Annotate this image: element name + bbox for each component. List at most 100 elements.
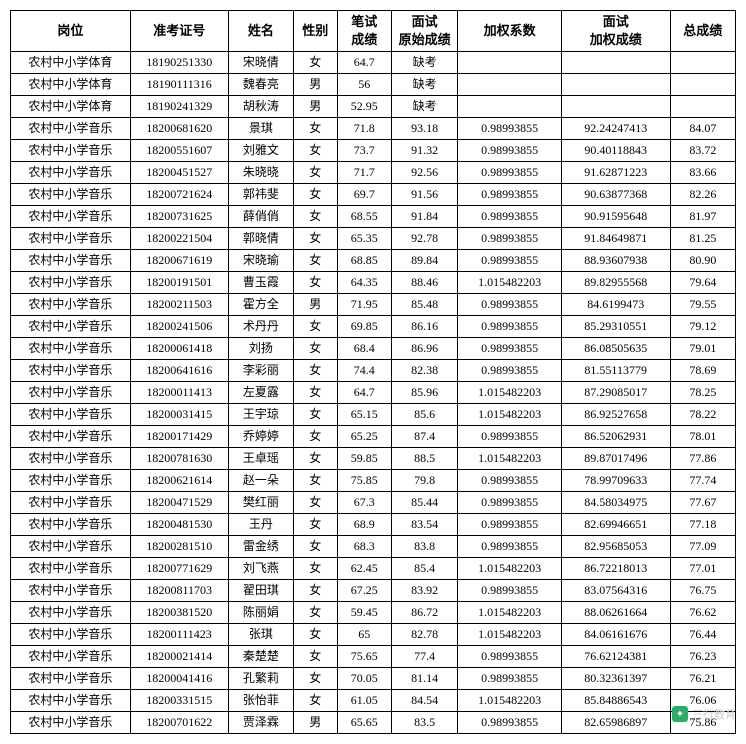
table-row: 农村中小学音乐18200211503霍方全男71.9585.480.989938… (11, 294, 736, 316)
table-cell: 宋晓倩 (228, 52, 293, 74)
table-cell: 64.35 (337, 272, 391, 294)
table-cell: 83.8 (391, 536, 457, 558)
table-cell: 刘雅文 (228, 140, 293, 162)
table-cell: 0.98993855 (458, 536, 561, 558)
table-cell: 景琪 (228, 118, 293, 140)
table-cell: 1.015482203 (458, 382, 561, 404)
table-cell: 0.98993855 (458, 184, 561, 206)
table-cell: 82.65986897 (561, 712, 670, 734)
table-cell: 18200061418 (130, 338, 228, 360)
table-row: 农村中小学音乐18200281510雷金绣女68.383.80.98993855… (11, 536, 736, 558)
table-cell: 农村中小学音乐 (11, 382, 131, 404)
table-cell: 85.96 (391, 382, 457, 404)
table-cell: 77.74 (670, 470, 735, 492)
table-cell: 81.25 (670, 228, 735, 250)
table-cell: 0.98993855 (458, 316, 561, 338)
table-cell: 81.14 (391, 668, 457, 690)
table-cell: 0.98993855 (458, 646, 561, 668)
table-body: 农村中小学体育18190251330宋晓倩女64.7缺考农村中小学体育18190… (11, 52, 736, 734)
table-cell: 霍方全 (228, 294, 293, 316)
table-cell: 农村中小学音乐 (11, 294, 131, 316)
table-cell: 18200031415 (130, 404, 228, 426)
table-cell: 18200451527 (130, 162, 228, 184)
table-cell: 0.98993855 (458, 470, 561, 492)
table-cell: 0.98993855 (458, 140, 561, 162)
table-cell: 85.44 (391, 492, 457, 514)
table-cell: 88.93607938 (561, 250, 670, 272)
table-cell: 18200241506 (130, 316, 228, 338)
table-cell: 86.52062931 (561, 426, 670, 448)
table-cell: 陈丽娟 (228, 602, 293, 624)
table-cell: 农村中小学音乐 (11, 668, 131, 690)
table-cell: 0.98993855 (458, 206, 561, 228)
table-cell: 82.78 (391, 624, 457, 646)
table-cell: 18200731625 (130, 206, 228, 228)
table-cell: 87.29085017 (561, 382, 670, 404)
table-cell: 1.015482203 (458, 448, 561, 470)
table-cell: 18200221504 (130, 228, 228, 250)
table-row: 农村中小学音乐18200451527朱晓晓女71.792.560.9899385… (11, 162, 736, 184)
table-cell: 52.95 (337, 96, 391, 118)
table-cell: 农村中小学音乐 (11, 250, 131, 272)
table-cell: 75.65 (337, 646, 391, 668)
table-cell: 67.3 (337, 492, 391, 514)
table-cell (561, 96, 670, 118)
table-cell (458, 96, 561, 118)
table-row: 农村中小学音乐18200811703翟田琪女67.2583.920.989938… (11, 580, 736, 602)
table-cell: 左夏露 (228, 382, 293, 404)
table-cell: 0.98993855 (458, 338, 561, 360)
table-cell: 79.8 (391, 470, 457, 492)
table-cell: 90.63877368 (561, 184, 670, 206)
table-cell: 王卓瑶 (228, 448, 293, 470)
col-header: 笔试成绩 (337, 11, 391, 52)
table-cell: 86.72 (391, 602, 457, 624)
table-cell: 86.08505635 (561, 338, 670, 360)
table-cell: 刘扬 (228, 338, 293, 360)
table-cell: 71.8 (337, 118, 391, 140)
table-cell: 83.54 (391, 514, 457, 536)
table-cell: 1.015482203 (458, 602, 561, 624)
table-cell: 64.7 (337, 52, 391, 74)
table-cell: 女 (294, 206, 338, 228)
table-cell: 18190241329 (130, 96, 228, 118)
col-header: 加权系数 (458, 11, 561, 52)
table-cell: 宋晓瑜 (228, 250, 293, 272)
table-row: 农村中小学音乐18200671619宋晓瑜女68.8589.840.989938… (11, 250, 736, 272)
table-cell: 18200641616 (130, 360, 228, 382)
table-cell: 女 (294, 162, 338, 184)
table-cell: 女 (294, 492, 338, 514)
table-cell: 79.64 (670, 272, 735, 294)
table-row: 农村中小学音乐18200551607刘雅文女73.791.320.9899385… (11, 140, 736, 162)
table-row: 农村中小学音乐18200021414秦楚楚女75.6577.40.9899385… (11, 646, 736, 668)
table-cell: 农村中小学音乐 (11, 426, 131, 448)
table-cell: 82.38 (391, 360, 457, 382)
table-cell: 18200701622 (130, 712, 228, 734)
table-cell: 18200331515 (130, 690, 228, 712)
table-cell: 76.23 (670, 646, 735, 668)
table-cell: 女 (294, 250, 338, 272)
table-cell: 1.015482203 (458, 558, 561, 580)
table-cell: 王丹 (228, 514, 293, 536)
table-row: 农村中小学体育18190111316魏春亮男56缺考 (11, 74, 736, 96)
col-header: 性别 (294, 11, 338, 52)
table-cell: 84.58034975 (561, 492, 670, 514)
table-cell: 74.4 (337, 360, 391, 382)
table-cell: 女 (294, 624, 338, 646)
table-cell: 女 (294, 338, 338, 360)
table-cell: 18200551607 (130, 140, 228, 162)
table-cell: 73.7 (337, 140, 391, 162)
table-row: 农村中小学音乐18200701622贾泽霖男65.6583.50.9899385… (11, 712, 736, 734)
wechat-icon: ✦ (672, 706, 688, 722)
table-cell: 王宇琼 (228, 404, 293, 426)
table-cell: 91.32 (391, 140, 457, 162)
table-cell: 农村中小学音乐 (11, 580, 131, 602)
col-header: 岗位 (11, 11, 131, 52)
table-row: 农村中小学音乐18200731625薛俏俏女68.5591.840.989938… (11, 206, 736, 228)
table-row: 农村中小学体育18190251330宋晓倩女64.7缺考 (11, 52, 736, 74)
table-row: 农村中小学音乐18200641616李彩丽女74.482.380.9899385… (11, 360, 736, 382)
table-cell: 0.98993855 (458, 492, 561, 514)
col-header: 总成绩 (670, 11, 735, 52)
table-cell (561, 52, 670, 74)
table-cell: 18200681620 (130, 118, 228, 140)
table-cell: 90.40118843 (561, 140, 670, 162)
